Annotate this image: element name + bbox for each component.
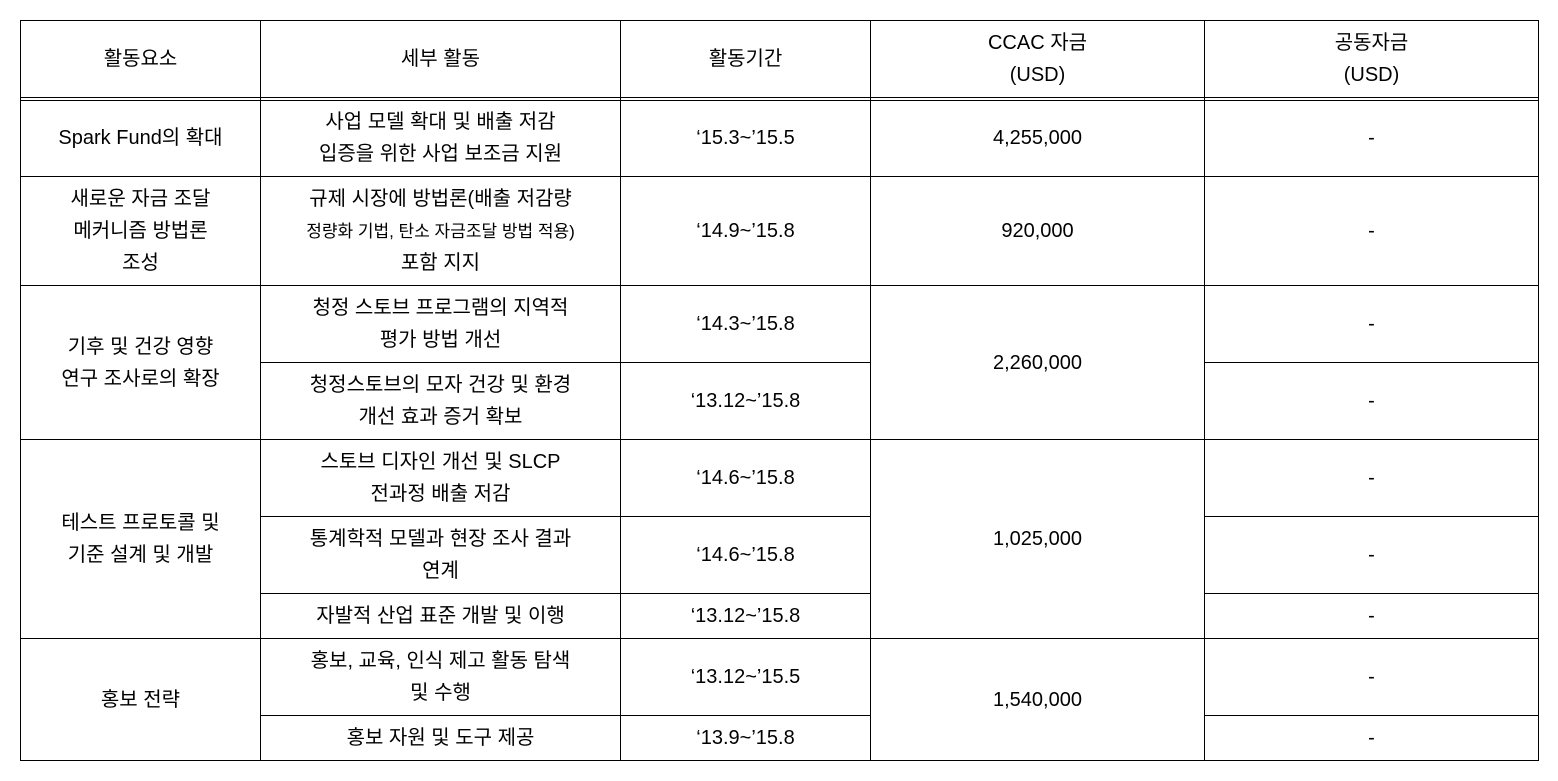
- detail-line: 청정 스토브 프로그램의 지역적: [313, 297, 569, 319]
- detail-line: 입증을 위한 사업 보조금 지원: [319, 143, 562, 165]
- cell-period: ‘13.12~’15.8: [621, 363, 871, 440]
- cell-activity: 새로운 자금 조달 메커니즘 방법론 조성: [21, 177, 261, 286]
- table-row: Spark Fund의 확대 사업 모델 확대 및 배출 저감 입증을 위한 사…: [21, 98, 1539, 177]
- table-header-row: 활동요소 세부 활동 활동기간 CCAC 자금 (USD) 공동자금 (USD): [21, 21, 1539, 98]
- detail-line: 포함 지지: [401, 252, 480, 274]
- cell-ccac: 1,025,000: [871, 440, 1205, 639]
- cell-joint: -: [1205, 517, 1539, 594]
- cell-period: ‘15.3~’15.5: [621, 98, 871, 177]
- header-joint-line1: 공동자금: [1335, 32, 1409, 54]
- header-ccac-fund: CCAC 자금 (USD): [871, 21, 1205, 98]
- detail-line: 연계: [422, 560, 459, 582]
- activity-line: 테스트 프로토콜 및: [61, 512, 219, 534]
- activity-line: 연구 조사로의 확장: [61, 368, 219, 390]
- cell-detail: 스토브 디자인 개선 및 SLCP 전과정 배출 저감: [261, 440, 621, 517]
- activity-line: 기준 설계 및 개발: [68, 544, 213, 566]
- cell-joint: -: [1205, 363, 1539, 440]
- cell-activity: 테스트 프로토콜 및 기준 설계 및 개발: [21, 440, 261, 639]
- detail-line: 스토브 디자인 개선 및 SLCP: [320, 451, 560, 473]
- cell-detail: 규제 시장에 방법론(배출 저감량 정량화 기법, 탄소 자금조달 방법 적용)…: [261, 177, 621, 286]
- header-joint-line2: (USD): [1344, 64, 1400, 86]
- detail-line: 홍보, 교육, 인식 제고 활동 탐색: [311, 650, 571, 672]
- cell-joint: -: [1205, 440, 1539, 517]
- cell-period: ‘13.9~’15.8: [621, 716, 871, 761]
- cell-ccac: 4,255,000: [871, 98, 1205, 177]
- cell-detail: 홍보 자원 및 도구 제공: [261, 716, 621, 761]
- detail-line: 규제 시장에 방법론(배출 저감량: [309, 188, 572, 210]
- activity-line: 메커니즘 방법론: [73, 220, 207, 242]
- cell-period: ‘14.9~’15.8: [621, 177, 871, 286]
- cell-detail: 사업 모델 확대 및 배출 저감 입증을 위한 사업 보조금 지원: [261, 98, 621, 177]
- detail-line: 평가 방법 개선: [380, 329, 502, 351]
- header-detail: 세부 활동: [261, 21, 621, 98]
- table-row: 테스트 프로토콜 및 기준 설계 및 개발 스토브 디자인 개선 및 SLCP …: [21, 440, 1539, 517]
- detail-line: 및 수행: [410, 682, 471, 704]
- cell-joint: -: [1205, 594, 1539, 639]
- detail-line: 개선 효과 증거 확보: [359, 406, 523, 428]
- header-joint-fund: 공동자금 (USD): [1205, 21, 1539, 98]
- cell-ccac: 920,000: [871, 177, 1205, 286]
- cell-ccac: 1,540,000: [871, 639, 1205, 761]
- detail-line: 전과정 배출 저감: [371, 483, 511, 505]
- table-row: 기후 및 건강 영향 연구 조사로의 확장 청정 스토브 프로그램의 지역적 평…: [21, 286, 1539, 363]
- cell-activity: 기후 및 건강 영향 연구 조사로의 확장: [21, 286, 261, 440]
- cell-joint: -: [1205, 98, 1539, 177]
- detail-line: 청정스토브의 모자 건강 및 환경: [310, 374, 571, 396]
- cell-joint: -: [1205, 177, 1539, 286]
- cell-period: ‘13.12~’15.5: [621, 639, 871, 716]
- detail-line: 정량화 기법, 탄소 자금조달 방법 적용): [306, 222, 575, 241]
- cell-period: ‘14.6~’15.8: [621, 440, 871, 517]
- cell-detail: 청정스토브의 모자 건강 및 환경 개선 효과 증거 확보: [261, 363, 621, 440]
- cell-joint: -: [1205, 286, 1539, 363]
- table-row: 새로운 자금 조달 메커니즘 방법론 조성 규제 시장에 방법론(배출 저감량 …: [21, 177, 1539, 286]
- cell-activity: Spark Fund의 확대: [21, 98, 261, 177]
- activity-line: 기후 및 건강 영향: [68, 336, 213, 358]
- cell-period: ‘13.12~’15.8: [621, 594, 871, 639]
- header-period: 활동기간: [621, 21, 871, 98]
- cell-detail: 통계학적 모델과 현장 조사 결과 연계: [261, 517, 621, 594]
- activity-line: 새로운 자금 조달: [71, 188, 211, 210]
- cell-period: ‘14.6~’15.8: [621, 517, 871, 594]
- cell-ccac: 2,260,000: [871, 286, 1205, 440]
- header-activity: 활동요소: [21, 21, 261, 98]
- table-row: 홍보 전략 홍보, 교육, 인식 제고 활동 탐색 및 수행 ‘13.12~’1…: [21, 639, 1539, 716]
- header-ccac-line2: (USD): [1010, 64, 1066, 86]
- header-ccac-line1: CCAC 자금: [988, 32, 1087, 54]
- cell-detail: 자발적 산업 표준 개발 및 이행: [261, 594, 621, 639]
- cell-joint: -: [1205, 716, 1539, 761]
- activity-line: 조성: [122, 252, 159, 274]
- cell-period: ‘14.3~’15.8: [621, 286, 871, 363]
- detail-line: 사업 모델 확대 및 배출 저감: [325, 111, 555, 133]
- cell-activity: 홍보 전략: [21, 639, 261, 761]
- activity-funding-table: 활동요소 세부 활동 활동기간 CCAC 자금 (USD) 공동자금 (USD)…: [20, 20, 1539, 761]
- cell-detail: 청정 스토브 프로그램의 지역적 평가 방법 개선: [261, 286, 621, 363]
- cell-detail: 홍보, 교육, 인식 제고 활동 탐색 및 수행: [261, 639, 621, 716]
- detail-line: 통계학적 모델과 현장 조사 결과: [310, 528, 571, 550]
- cell-joint: -: [1205, 639, 1539, 716]
